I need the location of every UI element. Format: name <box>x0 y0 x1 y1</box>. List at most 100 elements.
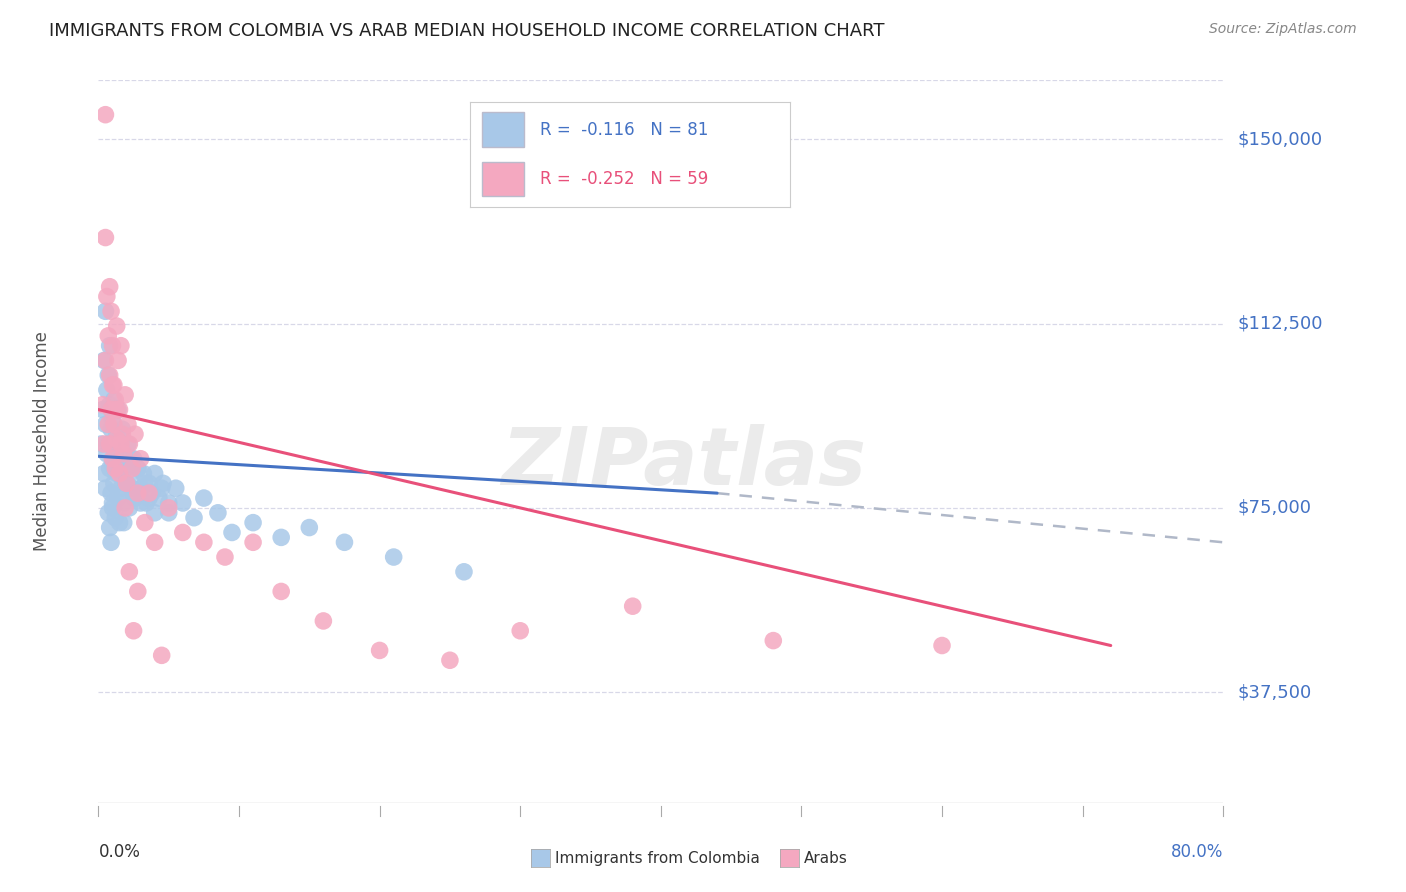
Point <box>100 422 122 436</box>
Point <box>103 378 125 392</box>
Text: $112,500: $112,500 <box>1237 315 1323 333</box>
Point <box>127 486 149 500</box>
Point <box>129 451 152 466</box>
Point <box>105 402 128 417</box>
Point <box>98 398 121 412</box>
Point <box>108 467 131 481</box>
Point <box>143 506 166 520</box>
Text: Immigrants from Colombia: Immigrants from Colombia <box>555 851 761 865</box>
Point <box>382 549 405 564</box>
Text: IMMIGRANTS FROM COLOMBIA VS ARAB MEDIAN HOUSEHOLD INCOME CORRELATION CHART: IMMIGRANTS FROM COLOMBIA VS ARAB MEDIAN … <box>49 22 884 40</box>
Point <box>172 525 194 540</box>
Point <box>100 486 122 500</box>
Point <box>101 339 124 353</box>
Point <box>242 516 264 530</box>
Point <box>105 432 128 446</box>
Point <box>152 476 174 491</box>
Point <box>111 451 134 466</box>
Point <box>118 565 141 579</box>
Point <box>105 319 128 334</box>
Point <box>105 427 128 442</box>
Point <box>108 516 131 530</box>
Point <box>333 535 356 549</box>
Point <box>103 392 125 407</box>
Point <box>103 476 125 491</box>
Point <box>91 398 114 412</box>
Point <box>121 481 143 495</box>
Point <box>122 486 145 500</box>
Point <box>120 467 142 481</box>
Point <box>207 506 229 520</box>
Point <box>117 437 139 451</box>
Point <box>107 353 129 368</box>
Point <box>193 491 215 505</box>
Point <box>165 481 187 495</box>
Text: 0.0%: 0.0% <box>98 843 141 861</box>
Point <box>98 339 121 353</box>
Point <box>129 496 152 510</box>
Point <box>97 417 120 432</box>
Point <box>138 491 160 505</box>
Point <box>98 437 121 451</box>
Point <box>141 486 163 500</box>
Point <box>114 461 136 475</box>
Point <box>298 520 321 534</box>
Point <box>93 437 115 451</box>
Point <box>97 437 120 451</box>
Point <box>132 467 155 481</box>
Point <box>101 500 124 515</box>
Text: $75,000: $75,000 <box>1237 499 1312 516</box>
Point <box>150 648 173 663</box>
Point <box>110 481 132 495</box>
Point <box>97 506 120 520</box>
Point <box>114 500 136 515</box>
Point <box>115 476 138 491</box>
Point <box>91 402 114 417</box>
Point <box>112 496 135 510</box>
Point <box>439 653 461 667</box>
Point <box>103 417 125 432</box>
Text: Source: ZipAtlas.com: Source: ZipAtlas.com <box>1209 22 1357 37</box>
Point <box>118 437 141 451</box>
Point <box>93 353 115 368</box>
Point <box>270 530 292 544</box>
Point <box>118 500 141 515</box>
Point <box>101 378 124 392</box>
Point <box>104 510 127 524</box>
Point <box>127 461 149 475</box>
Point <box>112 516 135 530</box>
Point <box>100 535 122 549</box>
Point <box>150 481 173 495</box>
Point <box>104 461 127 475</box>
Point <box>270 584 292 599</box>
Point <box>96 289 118 303</box>
Point <box>101 457 124 471</box>
Point <box>183 510 205 524</box>
Point <box>122 451 145 466</box>
Point <box>193 535 215 549</box>
Point <box>98 279 121 293</box>
Point <box>157 506 180 520</box>
Point <box>368 643 391 657</box>
Point <box>110 437 132 451</box>
Point <box>111 422 134 436</box>
Point <box>98 368 121 383</box>
Point <box>135 496 157 510</box>
Point <box>214 549 236 564</box>
Point <box>115 476 138 491</box>
Point <box>108 461 131 475</box>
Point <box>90 437 112 451</box>
Point <box>97 329 120 343</box>
Point <box>138 486 160 500</box>
Point <box>931 639 953 653</box>
Point <box>93 467 115 481</box>
Point <box>221 525 243 540</box>
Point <box>96 447 118 461</box>
Point <box>138 476 160 491</box>
Point <box>242 535 264 549</box>
Point <box>101 412 124 426</box>
Text: $37,500: $37,500 <box>1237 683 1312 701</box>
Point <box>134 516 156 530</box>
Point <box>124 491 146 505</box>
Point <box>94 353 117 368</box>
